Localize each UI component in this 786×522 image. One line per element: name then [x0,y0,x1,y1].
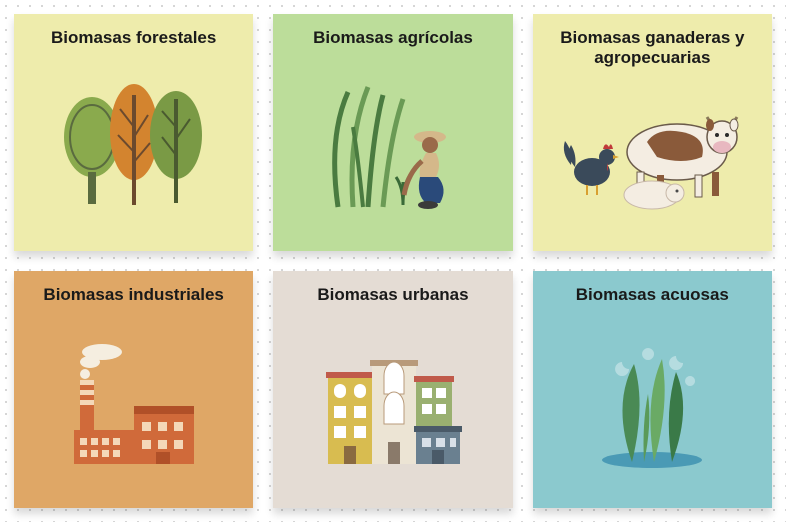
card-title: Biomasas agrícolas [313,28,473,48]
card-title: Biomasas forestales [51,28,216,48]
farmer-icon [283,56,502,237]
card-title: Biomasas ganaderas y agropecuarias [543,28,762,69]
card-agricolas: Biomasas agrícolas [273,14,512,251]
card-title: Biomasas industriales [43,285,223,305]
card-title: Biomasas acuosas [576,285,729,305]
biomass-grid: Biomasas forestales [0,0,786,522]
city-icon [283,313,502,494]
aquatic-icon [543,313,762,494]
card-forestales: Biomasas forestales [14,14,253,251]
card-ganaderas: Biomasas ganaderas y agropecuarias [533,14,772,251]
card-title: Biomasas urbanas [317,285,468,305]
livestock-icon [543,77,762,237]
card-urbanas: Biomasas urbanas [273,271,512,508]
factory-icon [24,313,243,494]
card-industriales: Biomasas industriales [14,271,253,508]
card-acuosas: Biomasas acuosas [533,271,772,508]
trees-icon [24,56,243,237]
